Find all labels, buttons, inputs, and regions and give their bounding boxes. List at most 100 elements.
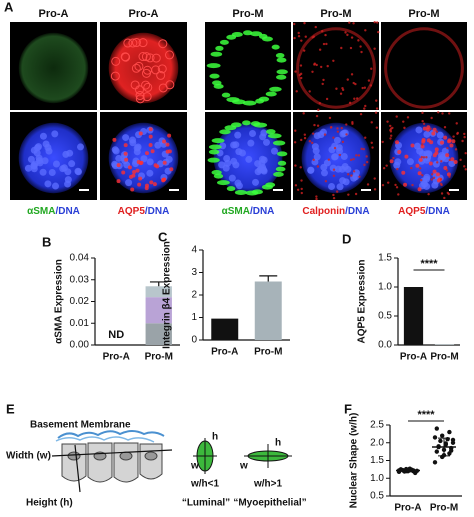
nucleus bbox=[245, 155, 253, 163]
stain bbox=[332, 59, 335, 62]
stain bbox=[138, 176, 143, 181]
stain bbox=[313, 63, 316, 66]
stain bbox=[300, 191, 303, 195]
nucleus bbox=[228, 174, 236, 182]
stain bbox=[340, 126, 343, 130]
nucleus bbox=[48, 169, 56, 177]
micrograph bbox=[205, 112, 291, 200]
stain bbox=[415, 163, 420, 168]
stain bbox=[143, 82, 153, 92]
nucleus bbox=[333, 136, 341, 144]
nucleus bbox=[64, 176, 72, 184]
nucleus bbox=[52, 160, 60, 168]
stain bbox=[373, 47, 376, 50]
y-tick-label: 0.02 bbox=[70, 296, 90, 307]
nucleus bbox=[423, 150, 431, 158]
stain bbox=[435, 130, 439, 133]
stain bbox=[453, 160, 458, 165]
nucleus bbox=[313, 132, 321, 140]
stain bbox=[277, 160, 287, 166]
stain bbox=[357, 154, 361, 157]
stain bbox=[316, 124, 320, 127]
stain bbox=[325, 97, 329, 101]
stain bbox=[384, 27, 464, 109]
stain bbox=[371, 146, 374, 149]
shape-name: “Myoepithelial” bbox=[233, 498, 306, 509]
stain bbox=[328, 116, 332, 120]
nucleus bbox=[406, 158, 414, 166]
stain bbox=[419, 178, 423, 182]
stain bbox=[275, 53, 285, 59]
stain bbox=[211, 138, 225, 144]
nucleus bbox=[441, 147, 449, 155]
stain bbox=[417, 171, 422, 176]
stain bbox=[265, 91, 277, 97]
stain bbox=[297, 35, 301, 38]
stain bbox=[324, 33, 327, 37]
stain bbox=[300, 39, 303, 42]
caption-part: Calponin bbox=[302, 206, 345, 217]
nucleus bbox=[331, 153, 339, 161]
stain bbox=[397, 193, 400, 196]
nucleus bbox=[224, 159, 232, 167]
nucleus bbox=[311, 143, 319, 151]
stain bbox=[427, 192, 430, 196]
x-tick-label: Pro-A bbox=[103, 352, 130, 363]
stain bbox=[352, 170, 356, 173]
stain bbox=[359, 45, 362, 48]
stain bbox=[350, 73, 354, 76]
stain bbox=[375, 107, 379, 110]
stain bbox=[448, 112, 451, 115]
height-label: Height (h) bbox=[26, 498, 73, 509]
stain bbox=[365, 160, 369, 164]
stain bbox=[421, 119, 424, 123]
stain bbox=[230, 122, 242, 128]
nucleus bbox=[129, 139, 137, 147]
nucleus bbox=[140, 155, 148, 163]
stain bbox=[116, 163, 121, 168]
panel-label: D bbox=[342, 231, 351, 246]
stain bbox=[375, 126, 379, 129]
panel-label: B bbox=[42, 234, 51, 249]
w-label: w bbox=[190, 461, 199, 472]
membrane bbox=[57, 430, 165, 439]
stain bbox=[296, 188, 300, 191]
stain bbox=[448, 175, 451, 178]
stain bbox=[429, 127, 432, 131]
stain bbox=[269, 86, 282, 92]
stain bbox=[422, 126, 427, 131]
stain bbox=[215, 45, 224, 51]
stain bbox=[354, 82, 357, 86]
dot bbox=[432, 460, 438, 465]
stain bbox=[446, 172, 451, 177]
stain bbox=[382, 167, 386, 170]
stain bbox=[311, 132, 315, 135]
stain bbox=[452, 135, 455, 138]
nucleus bbox=[146, 169, 154, 177]
stain bbox=[336, 130, 340, 133]
stain bbox=[447, 139, 452, 144]
dot bbox=[434, 449, 439, 454]
stain bbox=[341, 86, 344, 90]
stain bbox=[421, 174, 424, 177]
stain bbox=[345, 123, 348, 126]
stain bbox=[303, 133, 307, 136]
stain bbox=[123, 151, 128, 156]
caption-part: AQP5 bbox=[118, 206, 146, 217]
x-tick-label: Pro-A bbox=[400, 352, 427, 363]
stain bbox=[302, 49, 306, 52]
stain bbox=[448, 158, 451, 162]
stain bbox=[375, 99, 378, 102]
stain bbox=[321, 82, 324, 86]
stain bbox=[142, 92, 152, 102]
stain bbox=[137, 182, 142, 187]
panel-a: A Pro-A αSMA/DNA Pro-A AQP5/DNA Pro-M αSMA/DN… bbox=[4, 0, 467, 217]
stain bbox=[335, 87, 338, 90]
nucleus bbox=[339, 130, 347, 138]
nucleus bbox=[122, 134, 130, 142]
stain bbox=[162, 139, 167, 144]
stain bbox=[454, 148, 458, 151]
stain bbox=[135, 94, 145, 104]
